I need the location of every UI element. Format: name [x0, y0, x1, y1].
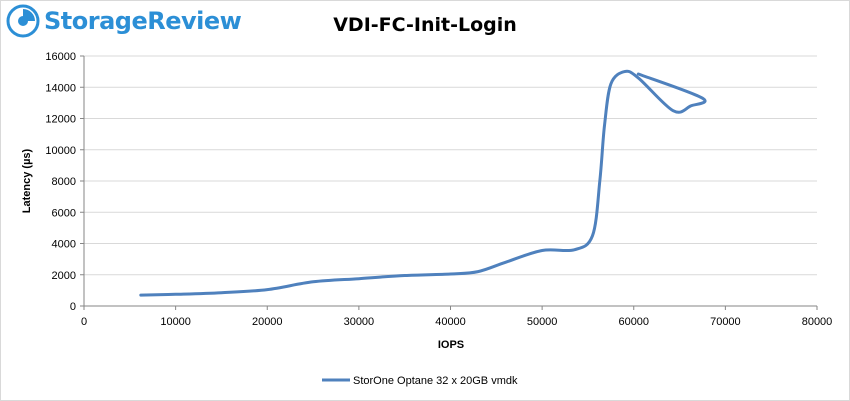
x-tick-label: 40000 [435, 316, 466, 328]
x-axis-title: IOPS [438, 339, 464, 351]
legend: StorOne Optane 32 x 20GB vmdk [322, 375, 518, 387]
series-lines [139, 69, 707, 297]
storagereview-logo: StorageReview [6, 4, 242, 38]
x-tick-label: 0 [81, 316, 87, 328]
x-tick-label: 10000 [160, 316, 191, 328]
y-tick-label: 16000 [45, 51, 76, 63]
y-tick-label: 8000 [52, 176, 76, 188]
y-tick-label: 0 [70, 301, 76, 313]
x-tick-labels: 0 10000 20000 30000 40000 50000 60000 70000 8000… [81, 316, 832, 328]
axes [80, 55, 818, 310]
y-tick-label: 4000 [52, 239, 76, 251]
x-tick-label: 20000 [252, 316, 283, 328]
y-tick-label: 12000 [45, 114, 76, 126]
legend-label: StorOne Optane 32 x 20GB vmdk [353, 375, 518, 387]
gridlines [84, 55, 817, 276]
x-tick-label: 30000 [344, 316, 375, 328]
y-tick-label: 14000 [45, 82, 76, 94]
series-line-0 [139, 69, 707, 297]
chart-title: VDI-FC-Init-Login [333, 14, 517, 36]
y-tick-label: 10000 [45, 145, 76, 157]
y-tick-labels: 0 2000 4000 6000 8000 10000 12000 14000 16000 [45, 51, 76, 313]
y-tick-label: 2000 [52, 270, 76, 282]
storagereview-logo-icon [6, 4, 40, 38]
y-tick-label: 6000 [52, 207, 76, 219]
brand-name: StorageReview [44, 7, 242, 35]
x-tick-label: 50000 [527, 316, 558, 328]
x-tick-label: 60000 [618, 316, 649, 328]
y-axis-title: Latency (µs) [21, 148, 33, 213]
x-tick-label: 70000 [710, 316, 741, 328]
x-tick-label: 80000 [802, 316, 833, 328]
